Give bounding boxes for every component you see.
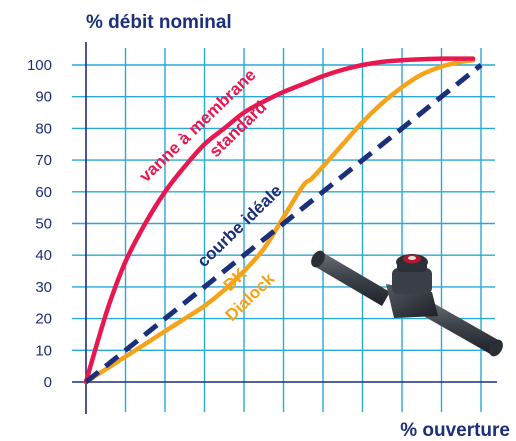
x-axis-label: % ouverture: [400, 420, 510, 441]
y-tick-label: 0: [44, 374, 52, 391]
y-tick-label: 20: [35, 311, 52, 328]
y-tick-label: 90: [35, 89, 52, 106]
y-tick-label: 80: [35, 120, 52, 137]
y-tick-labels: 0 10 20 30 40 50 60 70 80 90 100: [27, 57, 52, 391]
y-tick-label: 10: [35, 342, 52, 359]
y-tick-label: 60: [35, 184, 52, 201]
y-tick-label: 70: [35, 152, 52, 169]
y-axis-label: % débit nominal: [86, 12, 232, 33]
chart-axes: [72, 42, 497, 414]
series-ideal-line: [84, 63, 483, 384]
chart-series: [83, 56, 483, 385]
y-tick-label: 100: [27, 57, 52, 74]
chart-grid: [72, 48, 495, 412]
y-tick-label: 40: [35, 247, 52, 264]
series-dk-line: [83, 57, 476, 385]
y-tick-label: 50: [35, 216, 52, 233]
y-tick-label: 30: [35, 279, 52, 296]
series-membrane-line: [83, 56, 476, 385]
label-ideal-curve: courbe idéale: [194, 181, 286, 271]
valve-icon: [311, 250, 503, 357]
